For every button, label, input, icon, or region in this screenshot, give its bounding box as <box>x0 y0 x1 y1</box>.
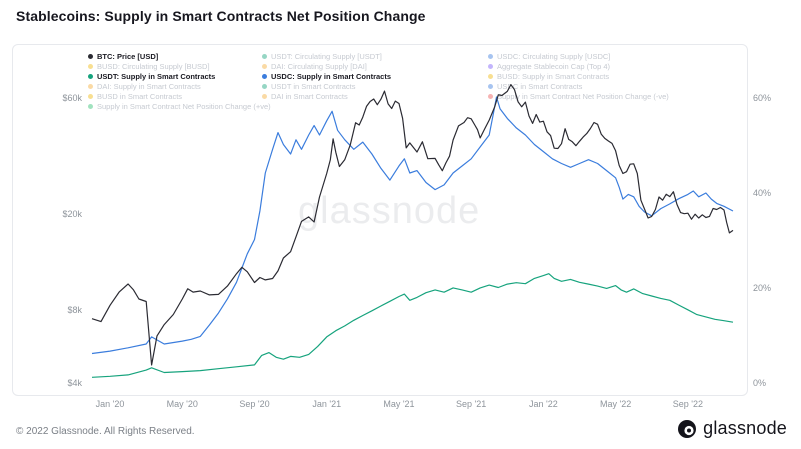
legend-dot-icon <box>88 104 93 109</box>
x-axis-tick: Jan '21 <box>312 399 342 409</box>
legend-dot-icon <box>262 64 267 69</box>
legend-item-label: USDT: Circulating Supply [USDT] <box>271 52 382 61</box>
brand-link[interactable]: glassnode <box>677 418 787 439</box>
legend-dot-icon <box>262 94 267 99</box>
legend-item[interactable]: Aggregate Stablecoin Cap (Top 4) <box>488 62 669 71</box>
plot-area[interactable] <box>86 80 738 392</box>
legend-item[interactable]: USDT: Supply in Smart Contracts <box>88 72 271 81</box>
x-axis-tick: Sep '21 <box>456 399 487 409</box>
x-axis-tick: Sep '20 <box>239 399 270 409</box>
legend-dot-icon <box>88 54 93 59</box>
legend-item-label: BUSD in Smart Contracts <box>97 92 183 101</box>
x-axis-tick: May '22 <box>600 399 632 409</box>
legend-item[interactable]: BUSD in Smart Contracts <box>88 92 271 101</box>
legend-column-3: USDC: Circulating Supply [USDC] Aggregate… <box>488 52 669 101</box>
legend-item[interactable]: USDT: Circulating Supply [USDT] <box>262 52 391 61</box>
legend-item-label: USDC in Smart Contracts <box>497 82 583 91</box>
legend-column-2: USDT: Circulating Supply [USDT] DAI: Circ… <box>262 52 391 101</box>
legend-item[interactable]: Supply in Smart Contract Net Position Ch… <box>88 102 271 111</box>
x-axis-tick: May '21 <box>383 399 415 409</box>
left-axis-tick: $4k <box>67 378 82 388</box>
legend-item-label: BUSD: Circulating Supply [BUSD] <box>97 62 210 71</box>
right-axis-tick: 40% <box>753 188 772 198</box>
series-line-usdc-supply-in-smart-contracts <box>91 96 734 355</box>
legend-item[interactable]: BUSD: Circulating Supply [BUSD] <box>88 62 271 71</box>
footer-copyright: © 2022 Glassnode. All Rights Reserved. <box>16 426 195 437</box>
x-axis-tick: May '20 <box>166 399 198 409</box>
x-axis-tick: Jan '20 <box>95 399 125 409</box>
legend-item-label: USDT: Supply in Smart Contracts <box>97 72 216 81</box>
legend-item-label: Supply in Smart Contract Net Position Ch… <box>497 92 669 101</box>
legend-item-label: USDC: Supply in Smart Contracts <box>271 72 392 81</box>
right-axis-tick: 60% <box>753 93 772 103</box>
legend-item-label: USDC: Circulating Supply [USDC] <box>497 52 611 61</box>
legend-item[interactable]: Supply in Smart Contract Net Position Ch… <box>488 92 669 101</box>
x-axis-tick: Sep '22 <box>672 399 703 409</box>
legend-item-label: DAI: Supply in Smart Contracts <box>97 82 201 91</box>
page-title: Stablecoins: Supply in Smart Contracts N… <box>16 8 426 24</box>
legend-item-label: DAI in Smart Contracts <box>271 92 348 101</box>
legend-dot-icon <box>88 84 93 89</box>
legend-dot-icon <box>488 94 493 99</box>
series-line-btc-price-usd- <box>91 83 734 366</box>
legend-item[interactable]: BUSD: Supply in Smart Contracts <box>488 72 669 81</box>
chart-card <box>12 44 748 396</box>
legend-item[interactable]: DAI: Supply in Smart Contracts <box>88 82 271 91</box>
legend-item[interactable]: BTC: Price [USD] <box>88 52 271 61</box>
right-axis-tick: 20% <box>753 283 772 293</box>
legend-dot-icon <box>488 84 493 89</box>
legend-dot-icon <box>488 54 493 59</box>
left-axis-tick: $20k <box>62 208 82 219</box>
glassnode-logo-icon <box>677 419 697 439</box>
legend-dot-icon <box>262 74 267 79</box>
legend-dot-icon <box>262 54 267 59</box>
legend-item[interactable]: USDT in Smart Contracts <box>262 82 391 91</box>
legend-dot-icon <box>488 64 493 69</box>
legend-item[interactable]: DAI: Circulating Supply [DAI] <box>262 62 391 71</box>
legend-item-label: Supply in Smart Contract Net Position Ch… <box>97 102 271 111</box>
legend-item[interactable]: USDC in Smart Contracts <box>488 82 669 91</box>
legend-item[interactable]: DAI in Smart Contracts <box>262 92 391 101</box>
glassnode-watermark: glassnode <box>298 190 481 232</box>
legend-dot-icon <box>488 74 493 79</box>
legend-item-label: Aggregate Stablecoin Cap (Top 4) <box>497 62 610 71</box>
left-axis-tick: $8k <box>67 305 82 316</box>
legend-item-label: DAI: Circulating Supply [DAI] <box>271 62 367 71</box>
legend-column-1: BTC: Price [USD] BUSD: Circulating Supply… <box>88 52 271 111</box>
legend-dot-icon <box>262 84 267 89</box>
legend-item-label: BTC: Price [USD] <box>97 52 159 61</box>
series-line-usdt-supply-in-smart-contracts <box>91 273 734 378</box>
right-axis-tick: 0% <box>753 378 767 388</box>
legend-item[interactable]: USDC: Supply in Smart Contracts <box>262 72 391 81</box>
legend-dot-icon <box>88 94 93 99</box>
legend-dot-icon <box>88 74 93 79</box>
legend-item[interactable]: USDC: Circulating Supply [USDC] <box>488 52 669 61</box>
left-axis-tick: $60k <box>62 93 82 104</box>
x-axis-tick: Jan '22 <box>529 399 558 409</box>
legend-item-label: USDT in Smart Contracts <box>271 82 356 91</box>
legend-dot-icon <box>88 64 93 69</box>
brand-name: glassnode <box>703 418 787 438</box>
legend-item-label: BUSD: Supply in Smart Contracts <box>497 72 610 81</box>
